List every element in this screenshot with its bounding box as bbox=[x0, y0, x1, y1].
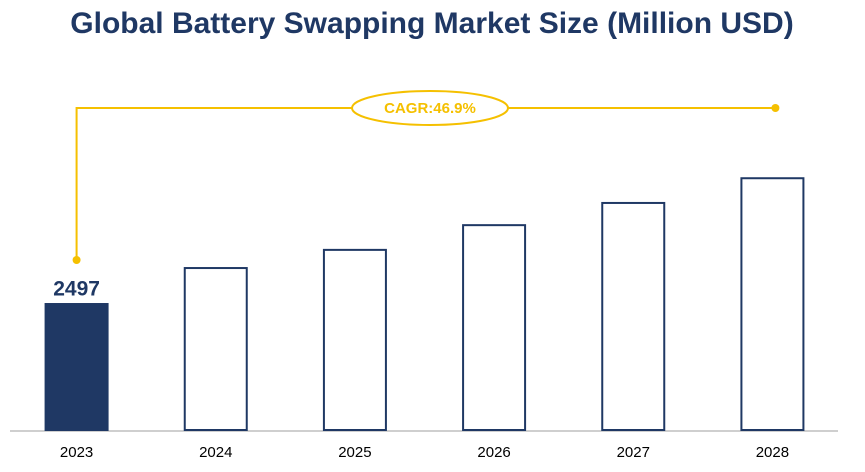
cagr-dot bbox=[771, 104, 780, 112]
cagr-badge bbox=[351, 90, 509, 126]
bar bbox=[740, 177, 805, 431]
data-label: 2497 bbox=[53, 278, 100, 301]
x-tick-label: 2025 bbox=[338, 444, 371, 461]
chart-title: Global Battery Swapping Market Size (Mil… bbox=[70, 7, 793, 40]
x-tick-label: 2028 bbox=[756, 444, 789, 461]
x-tick-label: 2023 bbox=[60, 444, 93, 461]
bar bbox=[601, 201, 666, 431]
cagr-dot bbox=[72, 256, 81, 265]
bar bbox=[462, 224, 527, 431]
bar bbox=[183, 267, 248, 432]
cagr-label: CAGR:46.9% bbox=[384, 100, 476, 117]
x-tick-label: 2024 bbox=[199, 444, 232, 461]
bar bbox=[44, 303, 109, 432]
bar bbox=[322, 248, 387, 431]
x-tick-label: 2026 bbox=[477, 444, 510, 461]
cagr-line bbox=[75, 107, 776, 261]
x-tick-label: 2027 bbox=[617, 444, 650, 461]
